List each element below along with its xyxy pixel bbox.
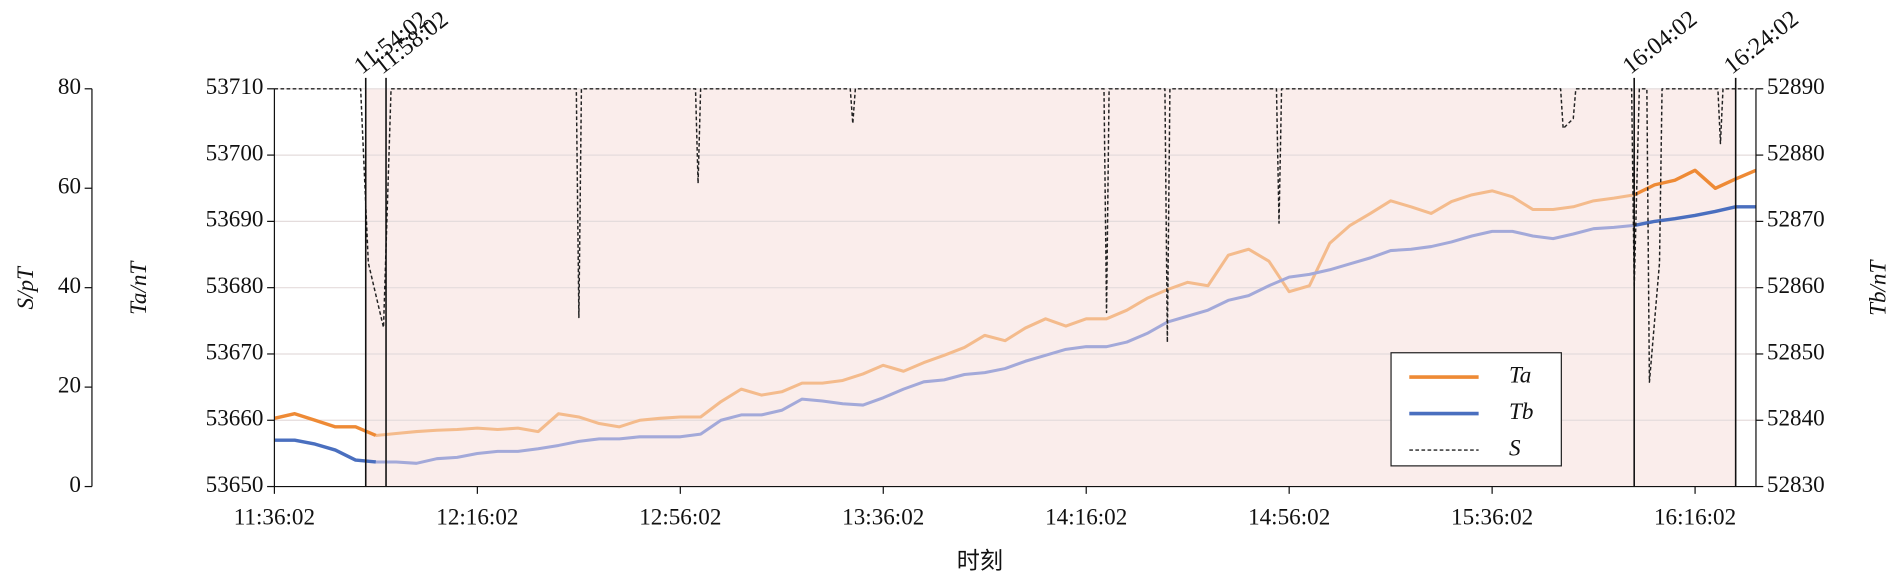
s-axis-label: S/pT [12, 265, 38, 310]
x-axis-label: 时刻 [957, 548, 1003, 574]
y2-tick-label: 52870 [1767, 206, 1825, 232]
y2-tick-label: 52890 [1767, 73, 1825, 99]
y2-tick-label: 52880 [1767, 139, 1825, 165]
legend: Ta Tb S [1390, 352, 1562, 467]
y2-tick-label: 52850 [1767, 338, 1825, 364]
y-tick-label: 53670 [206, 338, 264, 364]
x-tick-label: 15:36:02 [1451, 504, 1533, 530]
s-tick-label: 20 [58, 371, 81, 397]
annotation-label: 16:24:02 [1719, 5, 1804, 80]
x-tick-label: 16:16:02 [1654, 504, 1736, 530]
x-tick-label: 12:16:02 [436, 504, 518, 530]
legend-box [1390, 352, 1562, 467]
x-tick-label: 14:16:02 [1045, 504, 1127, 530]
y-axis-label: Ta/nT [125, 260, 151, 315]
y-tick-label: 53700 [206, 139, 264, 165]
y2-axis-label: Tb/nT [1864, 259, 1890, 316]
annotation-label: 16:04:02 [1617, 5, 1702, 80]
series-line [274, 411, 377, 438]
x-tick-label: 12:56:02 [639, 504, 721, 530]
y-tick-label: 53710 [206, 73, 264, 99]
series-line-faded [375, 223, 1635, 465]
series-line [274, 438, 377, 464]
x-tick-label: 13:36:02 [842, 504, 924, 530]
legend-label: Tb [1509, 398, 1533, 424]
legend-label: Ta [1509, 361, 1531, 387]
x-tick-label: 11:36:02 [234, 504, 315, 530]
y-tick-label: 53650 [206, 471, 264, 497]
y-tick-label: 53660 [206, 405, 264, 431]
x-tick-label: 14:56:02 [1248, 504, 1330, 530]
series-line [274, 88, 1756, 383]
series-line-faded [375, 189, 1635, 437]
s-tick-label: 40 [58, 272, 81, 298]
y2-tick-label: 52830 [1767, 471, 1825, 497]
s-tick-label: 80 [58, 73, 81, 99]
y2-tick-label: 52840 [1767, 405, 1825, 431]
legend-label: S [1509, 434, 1521, 460]
y2-tick-label: 52860 [1767, 272, 1825, 298]
s-tick-label: 60 [58, 173, 81, 199]
s-tick-label: 0 [69, 471, 81, 497]
y-tick-label: 53690 [206, 206, 264, 232]
y-tick-label: 53680 [206, 272, 264, 298]
